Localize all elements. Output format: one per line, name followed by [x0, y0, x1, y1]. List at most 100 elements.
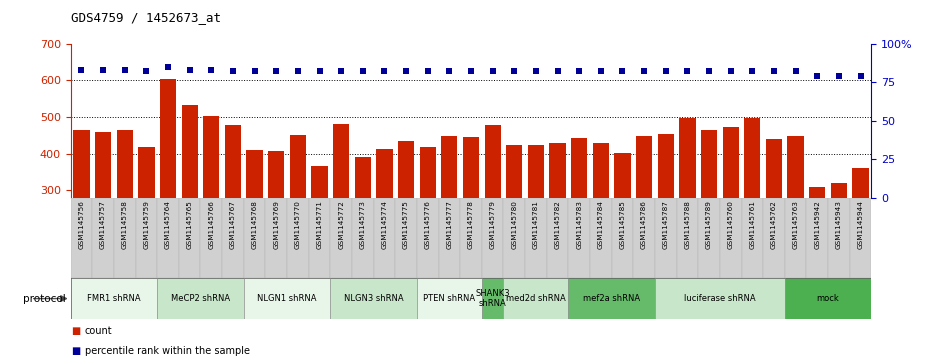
Bar [417, 278, 481, 319]
Bar [417, 198, 439, 278]
Point [463, 68, 479, 74]
Text: GSM1145779: GSM1145779 [490, 200, 495, 249]
Bar [136, 198, 157, 278]
Bar [92, 198, 114, 278]
Point [203, 67, 219, 73]
Text: PTEN shRNA: PTEN shRNA [423, 294, 476, 303]
Text: mef2a shRNA: mef2a shRNA [583, 294, 641, 303]
Text: GSM1145943: GSM1145943 [836, 200, 842, 249]
Bar [633, 198, 655, 278]
Bar [785, 278, 871, 319]
Bar [331, 278, 417, 319]
Bar [655, 198, 676, 278]
Text: GSM1145783: GSM1145783 [577, 200, 582, 249]
Point [182, 67, 197, 73]
Point [485, 68, 500, 74]
Bar [655, 278, 785, 319]
Bar [290, 135, 306, 301]
Bar [766, 139, 782, 301]
Bar [636, 136, 652, 301]
Bar [73, 130, 89, 301]
Bar [571, 138, 587, 301]
Text: NLGN3 shRNA: NLGN3 shRNA [344, 294, 403, 303]
Text: GSM1145789: GSM1145789 [706, 200, 712, 249]
Bar [463, 137, 479, 301]
Text: GSM1145760: GSM1145760 [727, 200, 734, 249]
Bar [744, 118, 760, 301]
Bar [138, 147, 154, 301]
Text: percentile rank within the sample: percentile rank within the sample [85, 346, 250, 356]
Point [723, 68, 739, 74]
Point [593, 68, 609, 74]
Point [290, 68, 305, 74]
Bar [676, 198, 698, 278]
Point [138, 68, 154, 74]
Bar [546, 198, 568, 278]
Point [550, 68, 565, 74]
Bar [312, 166, 328, 301]
Text: GSM1145778: GSM1145778 [468, 200, 474, 249]
Bar [71, 198, 92, 278]
Point [420, 68, 435, 74]
Text: GSM1145762: GSM1145762 [771, 200, 777, 249]
Bar [809, 187, 825, 301]
Bar [720, 198, 741, 278]
Text: GSM1145757: GSM1145757 [100, 200, 106, 249]
Point [117, 67, 132, 73]
Text: GDS4759 / 1452673_at: GDS4759 / 1452673_at [71, 11, 220, 24]
Bar [441, 136, 458, 301]
Text: GSM1145773: GSM1145773 [360, 200, 365, 249]
Bar [806, 198, 828, 278]
Bar [71, 278, 157, 319]
Bar [203, 116, 219, 301]
Text: GSM1145765: GSM1145765 [187, 200, 193, 249]
Bar [481, 278, 503, 319]
Point [377, 68, 392, 74]
Bar [331, 198, 352, 278]
Bar [333, 124, 349, 301]
Point [268, 68, 284, 74]
Text: GSM1145774: GSM1145774 [382, 200, 387, 249]
Point [507, 68, 522, 74]
Bar [741, 198, 763, 278]
Text: GSM1145786: GSM1145786 [642, 200, 647, 249]
Text: GSM1145763: GSM1145763 [792, 200, 799, 249]
Text: GSM1145766: GSM1145766 [208, 200, 215, 249]
Bar [461, 198, 481, 278]
Text: GSM1145788: GSM1145788 [685, 200, 690, 249]
Text: FMR1 shRNA: FMR1 shRNA [87, 294, 140, 303]
Point [658, 68, 674, 74]
Bar [266, 198, 287, 278]
Point [247, 68, 262, 74]
Bar [225, 125, 241, 301]
Bar [723, 127, 739, 301]
Point [572, 68, 587, 74]
Text: luciferase shRNA: luciferase shRNA [684, 294, 755, 303]
Text: GSM1145768: GSM1145768 [252, 200, 257, 249]
Point [832, 73, 847, 79]
Bar [611, 198, 633, 278]
Bar [157, 198, 179, 278]
Text: NLGN1 shRNA: NLGN1 shRNA [257, 294, 317, 303]
Bar [179, 198, 201, 278]
Text: GSM1145781: GSM1145781 [533, 200, 539, 249]
Bar [763, 198, 785, 278]
Text: med2d shRNA: med2d shRNA [506, 294, 566, 303]
Point [853, 73, 869, 79]
Bar [352, 198, 374, 278]
Bar [355, 158, 371, 301]
Bar [222, 198, 244, 278]
Point [745, 68, 760, 74]
Text: GSM1145777: GSM1145777 [447, 200, 452, 249]
Text: ■: ■ [71, 346, 80, 356]
Text: GSM1145756: GSM1145756 [78, 200, 85, 249]
Text: GSM1145784: GSM1145784 [598, 200, 604, 249]
Bar [528, 144, 544, 301]
Point [767, 68, 782, 74]
Point [528, 68, 544, 74]
Point [333, 68, 349, 74]
Bar [484, 125, 501, 301]
Bar [525, 198, 546, 278]
Point [73, 67, 89, 73]
Bar [568, 198, 590, 278]
